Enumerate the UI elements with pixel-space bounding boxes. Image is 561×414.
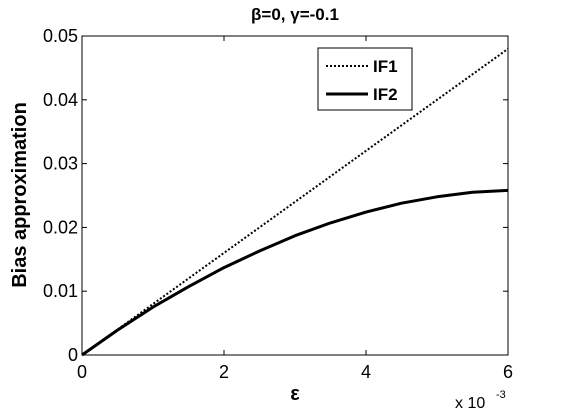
y-axis-ticks: 0 0.01 0.02 0.03 0.04 0.05 [43, 26, 508, 365]
series-layer [81, 47, 509, 357]
x-tick-label: 6 [503, 362, 513, 382]
series-line-if2 [81, 188, 509, 357]
y-tick-label: 0.03 [43, 154, 78, 174]
y-tick-label: 0 [68, 345, 78, 365]
chart-title: β=0, γ=-0.1 [251, 5, 339, 24]
y-tick-label: 0.01 [43, 281, 78, 301]
x-axis-label: ε [290, 383, 300, 405]
legend-box [317, 47, 413, 111]
x-tick-label: 2 [219, 362, 229, 382]
x-exponent-power: -3 [496, 389, 506, 401]
x-tick-label: 4 [361, 362, 371, 382]
legend-label-if2: IF2 [373, 85, 398, 104]
x-exponent-base: x 10 [455, 395, 485, 412]
x-tick-label: 0 [77, 362, 87, 382]
y-tick-label: 0.04 [43, 90, 78, 110]
y-tick-label: 0.05 [43, 26, 78, 46]
legend: IF1 IF2 [317, 47, 413, 111]
legend-label-if1: IF1 [373, 57, 398, 76]
y-axis-label: Bias approximation [9, 102, 31, 288]
x-axis-ticks: 0 2 4 6 [77, 36, 513, 382]
series-line-if1 [81, 47, 509, 356]
y-tick-label: 0.02 [43, 217, 78, 237]
x-axis-exponent: x 10 -3 [455, 389, 506, 412]
